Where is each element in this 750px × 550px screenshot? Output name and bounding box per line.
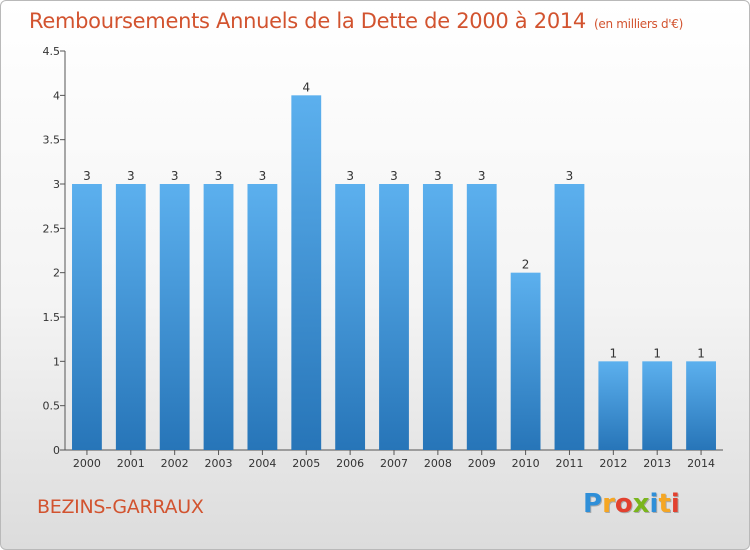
- logo-letter: x: [632, 489, 650, 519]
- y-tick-label: 4: [53, 89, 60, 102]
- data-label: 1: [697, 346, 705, 360]
- y-tick-label: 4.5: [43, 45, 61, 58]
- data-label: 3: [434, 169, 442, 183]
- bar-2008: [422, 184, 453, 450]
- data-label: 3: [346, 169, 354, 183]
- x-tick-label: 2009: [468, 457, 496, 470]
- x-tick-label: 2008: [424, 457, 452, 470]
- y-tick-label: 3: [53, 178, 60, 191]
- bar-2001: [115, 184, 146, 450]
- x-tick-label: 2001: [117, 457, 145, 470]
- data-label: 3: [127, 169, 135, 183]
- logo-letter: i: [670, 489, 680, 519]
- bar-2000: [72, 184, 102, 450]
- data-label: 1: [610, 346, 618, 360]
- data-label: 3: [478, 169, 486, 183]
- bar-2003: [203, 184, 234, 450]
- data-label: 3: [171, 169, 179, 183]
- data-label: 4: [302, 80, 310, 94]
- bar-2004: [247, 184, 278, 450]
- logo-letter: r: [602, 489, 615, 519]
- data-label: 1: [653, 346, 661, 360]
- x-tick-label: 2007: [380, 457, 408, 470]
- bar-2005: [291, 95, 322, 450]
- logo-letter: P: [583, 489, 603, 519]
- bar-2011: [554, 184, 585, 450]
- y-tick-label: 2.5: [43, 222, 61, 235]
- bar-2009: [466, 184, 497, 450]
- y-tick-label: 0: [53, 444, 60, 457]
- bar-2012: [598, 361, 629, 450]
- bar-2013: [642, 361, 673, 450]
- bar-2014: [686, 361, 716, 450]
- chart-title: Remboursements Annuels de la Dette de 20…: [29, 9, 684, 33]
- logo-letter: t: [658, 489, 671, 519]
- x-tick-label: 2010: [512, 457, 540, 470]
- x-tick-label: 2002: [161, 457, 189, 470]
- x-tick-label: 2000: [73, 457, 101, 470]
- x-tick-label: 2011: [555, 457, 583, 470]
- x-tick-label: 2003: [205, 457, 233, 470]
- x-tick-label: 2006: [336, 457, 364, 470]
- x-tick-label: 2004: [248, 457, 276, 470]
- logo-letter: i: [649, 489, 659, 519]
- bar-2002: [159, 184, 190, 450]
- y-tick-label: 0.5: [43, 400, 61, 413]
- bar-2010: [510, 272, 541, 450]
- chart-unit: (en milliers d'€): [594, 17, 684, 31]
- x-tick-label: 2013: [643, 457, 671, 470]
- data-label: 3: [566, 169, 574, 183]
- y-tick-label: 2: [53, 267, 60, 280]
- y-tick-label: 1.5: [43, 311, 61, 324]
- bar-2007: [379, 184, 409, 450]
- data-label: 3: [259, 169, 267, 183]
- y-tick-label: 1: [53, 355, 60, 368]
- data-label: 2: [522, 258, 530, 272]
- data-label: 3: [215, 169, 223, 183]
- logo-letter: o: [614, 489, 633, 519]
- x-tick-label: 2012: [599, 457, 627, 470]
- proxiti-logo: Proxiti: [583, 489, 680, 519]
- y-tick-label: 3.5: [43, 134, 61, 147]
- x-tick-label: 2014: [687, 457, 715, 470]
- data-label: 3: [83, 169, 91, 183]
- bar-2006: [335, 184, 366, 450]
- data-label: 3: [390, 169, 398, 183]
- x-tick-label: 2005: [292, 457, 320, 470]
- commune-name: BEZINS-GARRAUX: [37, 496, 204, 518]
